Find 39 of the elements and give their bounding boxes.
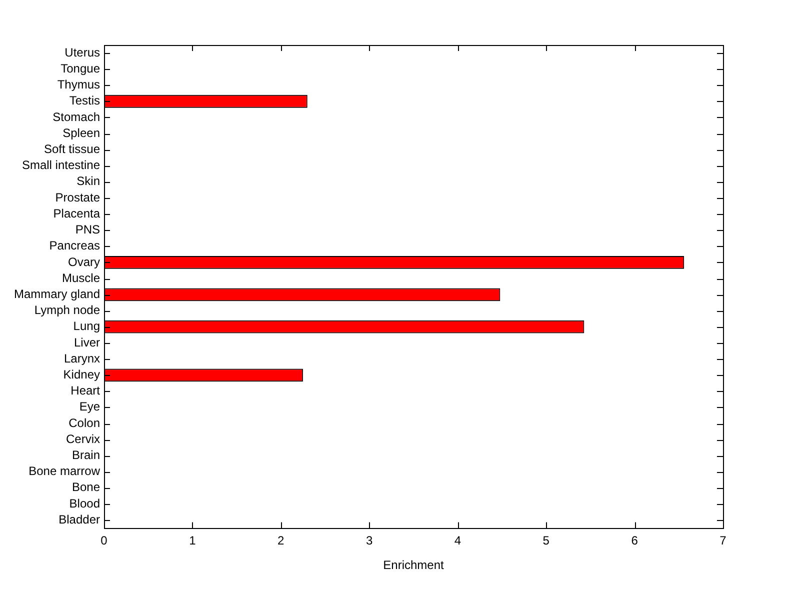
y-tick-label: Skin: [76, 174, 100, 188]
y-tick-label: PNS: [75, 222, 100, 237]
y-tick-label: Colon: [68, 416, 100, 430]
y-tick-label: Liver: [74, 335, 100, 350]
y-tick-label: Pancreas: [49, 238, 100, 253]
y-tick-label: Larynx: [64, 351, 100, 366]
x-tick-label: 1: [189, 534, 196, 548]
y-tick-label: Placenta: [53, 206, 100, 220]
y-tick-label: Heart: [70, 384, 101, 398]
y-tick-label: Lymph node: [34, 303, 100, 318]
y-tick-label: Muscle: [62, 270, 100, 285]
x-tick-label: 0: [100, 534, 108, 548]
y-tick-label: Mammary gland: [14, 286, 100, 301]
y-tick-label: Brain: [72, 448, 100, 462]
x-tick-label: 5: [542, 534, 550, 548]
y-tick-label: Small intestine: [22, 158, 100, 172]
x-axis-title: Enrichment: [383, 558, 445, 572]
y-tick-label: Spleen: [62, 126, 100, 140]
x-tick-label: 3: [366, 534, 373, 548]
y-tick-label: Blood: [69, 496, 100, 510]
y-tick-label: Lung: [73, 319, 100, 334]
y-tick-label: Stomach: [52, 110, 100, 124]
y-tick-label: Soft tissue: [44, 142, 100, 156]
x-tick-label: 6: [631, 534, 638, 548]
y-tick-label: Eye: [79, 400, 100, 414]
y-tick-label: Bladder: [58, 512, 100, 526]
x-tick-label: 7: [720, 534, 727, 548]
y-tick-label: Tongue: [60, 61, 100, 76]
y-tick-label: Thymus: [57, 78, 100, 92]
x-tick-label: 2: [278, 534, 285, 548]
y-tick-label: Prostate: [55, 190, 100, 204]
y-tick-label: Uterus: [64, 45, 100, 60]
y-tick-label: Cervix: [66, 432, 100, 446]
y-tick-label: Ovary: [68, 254, 100, 269]
y-tick-label: Bone: [72, 480, 100, 494]
x-tick-label: 4: [454, 534, 462, 548]
y-tick-label: Testis: [69, 94, 100, 108]
y-tick-label: Kidney: [63, 368, 100, 382]
y-tick-label: Bone marrow: [28, 464, 100, 478]
